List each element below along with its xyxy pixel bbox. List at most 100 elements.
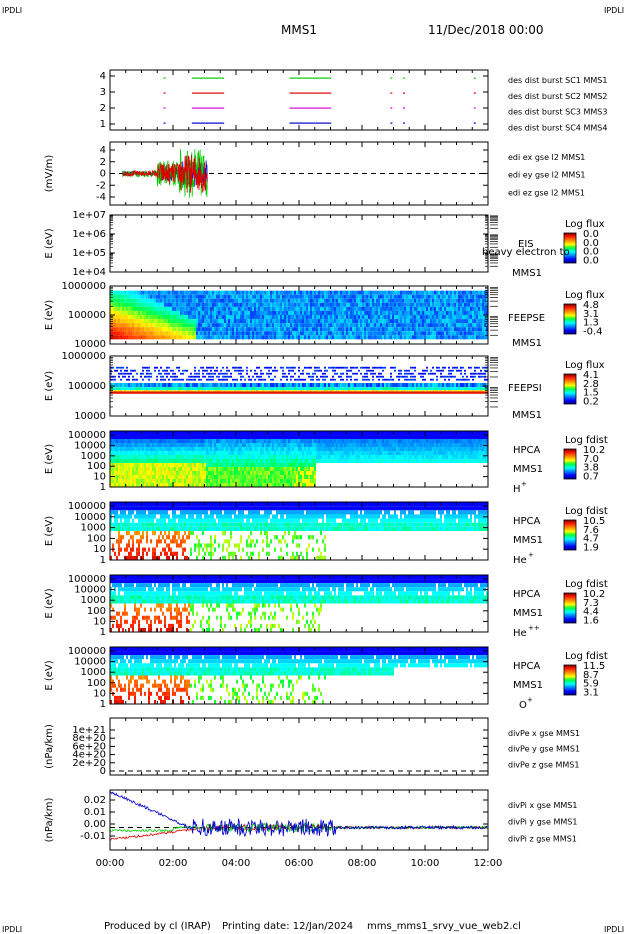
spectrogram-cell xyxy=(174,331,176,336)
spectrogram-cell xyxy=(186,331,188,336)
spectrogram-cell xyxy=(356,331,358,336)
spectrogram-cell xyxy=(188,327,190,332)
spectrogram-cell xyxy=(110,294,112,299)
spectrogram-cell xyxy=(362,294,364,299)
spectrogram-cell xyxy=(194,335,196,340)
spectrogram-cell xyxy=(294,383,296,388)
spectrogram-cell xyxy=(158,391,160,394)
spectrogram-cell xyxy=(356,319,358,324)
spectrogram-cell xyxy=(456,391,458,394)
spectrogram-cell xyxy=(296,383,298,388)
spectrogram-cell xyxy=(134,447,136,451)
spectrogram-cell xyxy=(138,294,140,299)
spectrogram-cell xyxy=(192,335,194,340)
burst-mark xyxy=(208,77,211,79)
spectrogram-cell xyxy=(340,372,342,375)
colorbar-title: Log flux xyxy=(565,219,605,230)
spectrogram-cell xyxy=(148,455,150,459)
spectrogram-cell xyxy=(308,298,310,303)
spectrogram-cell xyxy=(162,467,164,471)
spectrogram-cell xyxy=(206,294,208,299)
spectrogram-cell xyxy=(110,302,112,307)
spectrogram-cell xyxy=(248,331,250,336)
colorbar-title: Log flux xyxy=(565,290,605,301)
spectrogram-cell xyxy=(438,319,440,324)
spectrogram-cell xyxy=(416,319,418,324)
spectrogram-cell xyxy=(136,435,138,439)
spectrogram-cell xyxy=(118,447,120,451)
spectrogram-cell xyxy=(114,378,116,381)
spectrogram-cell xyxy=(138,319,140,324)
spectrogram-cell xyxy=(176,319,178,324)
spectrogram-cell xyxy=(328,290,330,295)
spectrogram-cell xyxy=(260,383,262,388)
spectrogram-cell xyxy=(174,390,176,392)
spectrogram-cell xyxy=(210,443,212,447)
spectrogram-cell xyxy=(430,383,432,388)
spectrogram-cell xyxy=(440,375,442,378)
spectrogram-cell xyxy=(300,383,302,388)
spectrogram-cell xyxy=(286,378,288,381)
spectrogram-cell xyxy=(192,391,194,394)
spectrogram-cell xyxy=(120,323,122,328)
spectrogram-cell xyxy=(180,431,182,435)
spectrogram-cell xyxy=(398,369,400,372)
spectrogram-cell xyxy=(326,323,328,328)
burst-mark xyxy=(402,122,405,124)
spectrogram-cell xyxy=(138,331,140,336)
spectrogram-cell xyxy=(280,319,282,324)
spectrogram-cell xyxy=(204,443,206,447)
spectrogram-cell xyxy=(418,319,420,324)
spectrogram-cell xyxy=(272,369,274,372)
spectrogram-cell xyxy=(392,390,394,392)
spectrogram-cell xyxy=(118,310,120,315)
spectrogram-cell xyxy=(384,391,386,394)
spectrogram-cell xyxy=(288,315,290,320)
spectrogram-cell xyxy=(444,391,446,394)
spectrogram-cell xyxy=(152,290,154,295)
spectrogram-cell xyxy=(268,327,270,332)
spectrogram-cell xyxy=(308,290,310,295)
spectrogram-cell xyxy=(314,319,316,324)
spectrogram-cell xyxy=(454,298,456,303)
spectrogram-cell xyxy=(190,323,192,328)
spectrogram-cell xyxy=(372,315,374,320)
spectrogram-cell xyxy=(442,390,444,392)
spectrogram-cell xyxy=(406,378,408,381)
legend-entry: des dist burst SC2 MMS2 xyxy=(508,92,607,101)
spectrogram-cell xyxy=(454,375,456,378)
spectrogram-cell xyxy=(458,369,460,372)
spectrogram-cell xyxy=(242,390,244,392)
spectrogram-cell xyxy=(212,451,214,455)
spectrogram-cell xyxy=(220,302,222,307)
burst-mark xyxy=(319,77,322,79)
spectrogram-cell xyxy=(206,315,208,320)
spectrogram-cell xyxy=(434,290,436,295)
spectrogram-cell xyxy=(462,319,464,324)
burst-mark xyxy=(390,122,393,124)
spectrogram-cell xyxy=(132,467,134,471)
spectrogram-cell xyxy=(410,372,412,375)
spectrogram-cell xyxy=(196,463,198,467)
burst-mark xyxy=(299,92,301,94)
spectrogram-cell xyxy=(422,302,424,307)
spectrogram-cell xyxy=(440,327,442,332)
spectrogram-cell xyxy=(142,369,144,372)
spectrogram-cell xyxy=(238,294,240,299)
burst-mark xyxy=(203,107,206,109)
spectrogram-cell xyxy=(138,391,140,394)
spectrogram-cell xyxy=(254,319,256,324)
spectrogram-cell xyxy=(276,306,278,311)
spectrogram-cell xyxy=(338,375,340,378)
spectrogram-cell xyxy=(416,331,418,336)
spectrogram-cell xyxy=(116,335,118,340)
spectrogram-cell xyxy=(128,294,130,299)
spectrogram-cell xyxy=(212,310,214,315)
spectrogram-cell xyxy=(352,391,354,394)
spectrogram-cell xyxy=(120,475,122,479)
spectrogram-cell xyxy=(148,375,150,378)
spectrogram-cell xyxy=(200,483,202,487)
spectrogram-cell xyxy=(124,315,126,320)
spectrogram-cell xyxy=(188,435,190,439)
spectrogram-cell xyxy=(250,327,252,332)
